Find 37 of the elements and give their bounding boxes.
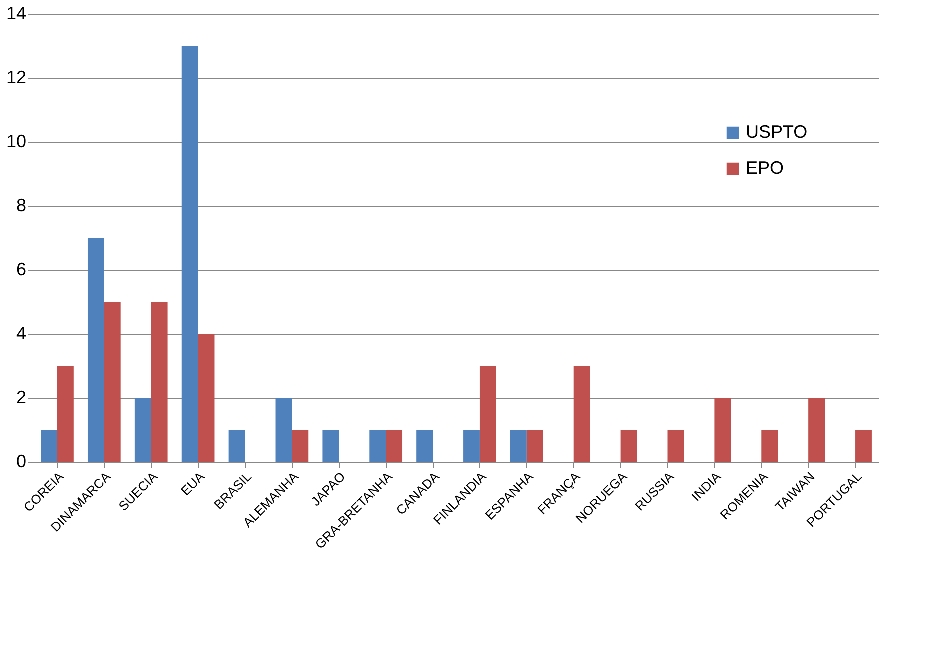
y-tick-label: 14	[6, 4, 26, 24]
bar	[134, 398, 152, 462]
bar	[762, 430, 778, 462]
bar	[198, 334, 215, 462]
bar	[182, 46, 198, 462]
bar	[386, 430, 403, 462]
legend-label: USPTO	[746, 122, 808, 142]
bar	[276, 398, 292, 462]
y-tick-label: 6	[16, 260, 26, 280]
y-tick-label: 10	[6, 132, 26, 152]
bar	[228, 430, 246, 462]
legend-label: EPO	[746, 158, 784, 178]
bar	[526, 430, 544, 462]
bar	[292, 430, 309, 462]
bar	[104, 302, 121, 462]
bar	[856, 430, 872, 462]
x-tick-label: EUA	[178, 468, 208, 499]
bar	[620, 430, 638, 462]
bar	[57, 366, 74, 462]
bar	[574, 366, 590, 462]
bar	[88, 238, 104, 462]
bar	[808, 398, 826, 462]
bar	[322, 430, 340, 462]
bar	[510, 430, 527, 462]
y-tick-label: 8	[16, 196, 26, 216]
y-tick-label: 2	[16, 388, 26, 408]
bar	[370, 430, 386, 462]
bar	[668, 430, 684, 462]
bar	[480, 366, 496, 462]
bar	[41, 430, 58, 462]
y-tick-label: 0	[16, 452, 26, 472]
bar	[714, 398, 732, 462]
bar	[464, 430, 480, 462]
bar	[151, 302, 168, 462]
y-tick-label: 12	[6, 68, 26, 88]
bar	[416, 430, 434, 462]
y-tick-label: 4	[16, 324, 26, 344]
